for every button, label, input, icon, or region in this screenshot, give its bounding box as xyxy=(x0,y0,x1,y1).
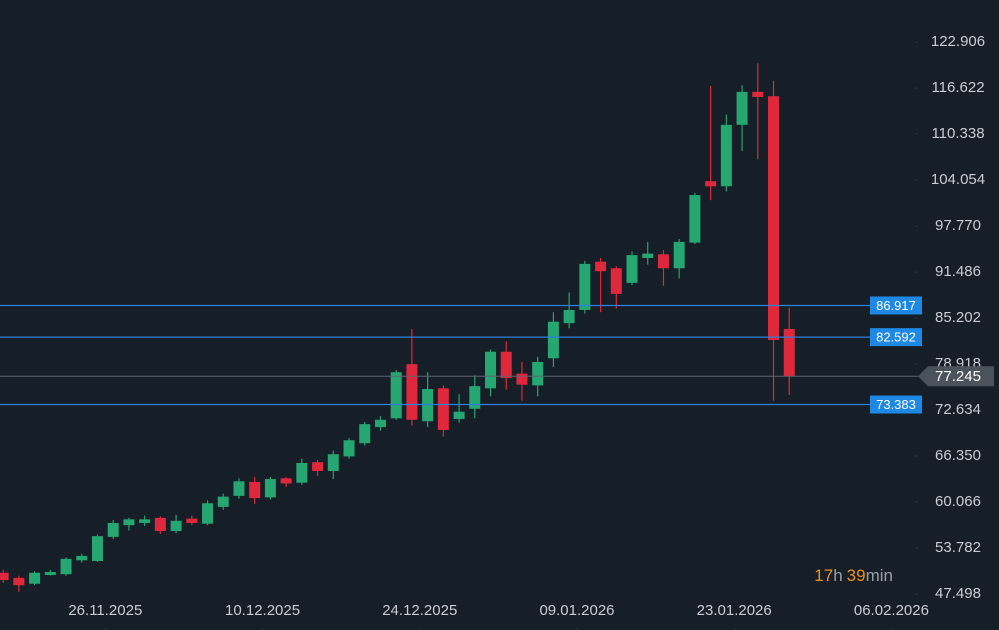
candle-body xyxy=(500,351,512,379)
candle-body xyxy=(312,462,324,472)
candle-body xyxy=(296,462,308,483)
y-tick-label: 53.782 xyxy=(935,539,981,556)
candle-body xyxy=(280,478,292,484)
candle-body xyxy=(217,496,229,507)
candle-body xyxy=(689,195,701,243)
countdown: 17h 39min xyxy=(814,566,893,585)
y-tick-label: 129.190 xyxy=(931,0,985,4)
y-tick-label: 72.634 xyxy=(935,401,981,418)
candle-body xyxy=(422,389,434,422)
candle-body xyxy=(406,364,418,420)
level-label: 73.383 xyxy=(876,397,916,412)
x-tick-label: 26.11.2025 xyxy=(68,602,142,619)
level-label-box xyxy=(870,296,922,315)
candle-body xyxy=(437,388,449,431)
candle-body xyxy=(453,411,465,420)
candle-body xyxy=(783,329,795,377)
level-label: 86.917 xyxy=(876,298,916,313)
y-tick-label: 110.338 xyxy=(931,125,984,142)
candle-body xyxy=(76,555,88,561)
candle-body xyxy=(469,386,481,409)
candle-body xyxy=(44,572,56,575)
candle-body xyxy=(91,536,103,562)
candle-body xyxy=(139,519,151,523)
y-tick-label: 85.202 xyxy=(935,309,981,326)
y-tick-label: 116.622 xyxy=(931,79,984,96)
candle-body xyxy=(60,558,72,575)
candle-body xyxy=(610,268,622,294)
candle-body xyxy=(0,572,9,581)
candle-body xyxy=(359,424,371,444)
level-label-box xyxy=(870,395,922,414)
candle-body xyxy=(595,261,607,272)
candle-body xyxy=(532,361,544,386)
candle-body xyxy=(107,522,119,537)
y-tick-label: 60.066 xyxy=(935,493,981,510)
countdown-hours: 17 xyxy=(814,566,833,585)
candle-body xyxy=(720,124,732,187)
candle-body xyxy=(343,440,355,457)
y-tick-label: 104.054 xyxy=(931,171,985,188)
candle-body xyxy=(752,91,764,97)
candle-body xyxy=(626,255,638,283)
last-price-box xyxy=(918,366,994,387)
candle-body xyxy=(13,577,25,586)
candle-body xyxy=(264,479,276,498)
x-tick-label: 10.12.2025 xyxy=(225,602,300,619)
y-tick-label: 97.770 xyxy=(935,217,981,234)
candle-body xyxy=(768,96,780,340)
candle-body xyxy=(233,481,245,496)
x-tick-label: 23.01.2026 xyxy=(697,602,772,619)
candle-body xyxy=(642,253,654,259)
candle-body xyxy=(249,481,261,499)
level-label-box xyxy=(870,328,922,347)
candle-body xyxy=(170,520,182,532)
level-label: 82.592 xyxy=(876,330,916,345)
candle-body xyxy=(123,519,135,526)
candle-body xyxy=(516,373,528,385)
y-tick-label: 91.486 xyxy=(935,263,981,280)
y-tick-label: 66.350 xyxy=(935,447,981,464)
countdown-minutes: 39 xyxy=(847,566,866,585)
y-tick-label: 122.906 xyxy=(931,33,985,50)
candle-body xyxy=(327,454,339,472)
candle-body xyxy=(29,572,41,584)
x-tick-label: 06.02.2026 xyxy=(854,602,929,619)
candle-body xyxy=(705,181,717,187)
candle-body xyxy=(390,372,402,419)
candle-body xyxy=(154,517,166,532)
x-tick-label: 09.01.2026 xyxy=(539,602,614,619)
countdown-h: h xyxy=(833,566,842,585)
x-tick-label: 24.12.2025 xyxy=(382,602,457,619)
candle-body xyxy=(485,351,497,389)
candle-body xyxy=(547,321,559,359)
candle-body xyxy=(186,518,198,523)
candle-body xyxy=(673,241,685,269)
last-price-label: 77.245 xyxy=(935,368,981,385)
candle-body xyxy=(579,263,591,310)
countdown-min: min xyxy=(866,566,893,585)
candle-body xyxy=(202,503,214,524)
candle-body xyxy=(657,254,669,269)
candle-body xyxy=(563,309,575,324)
candle-body xyxy=(374,419,386,428)
y-tick-label: 47.498 xyxy=(935,585,981,602)
candle-body xyxy=(736,91,748,125)
